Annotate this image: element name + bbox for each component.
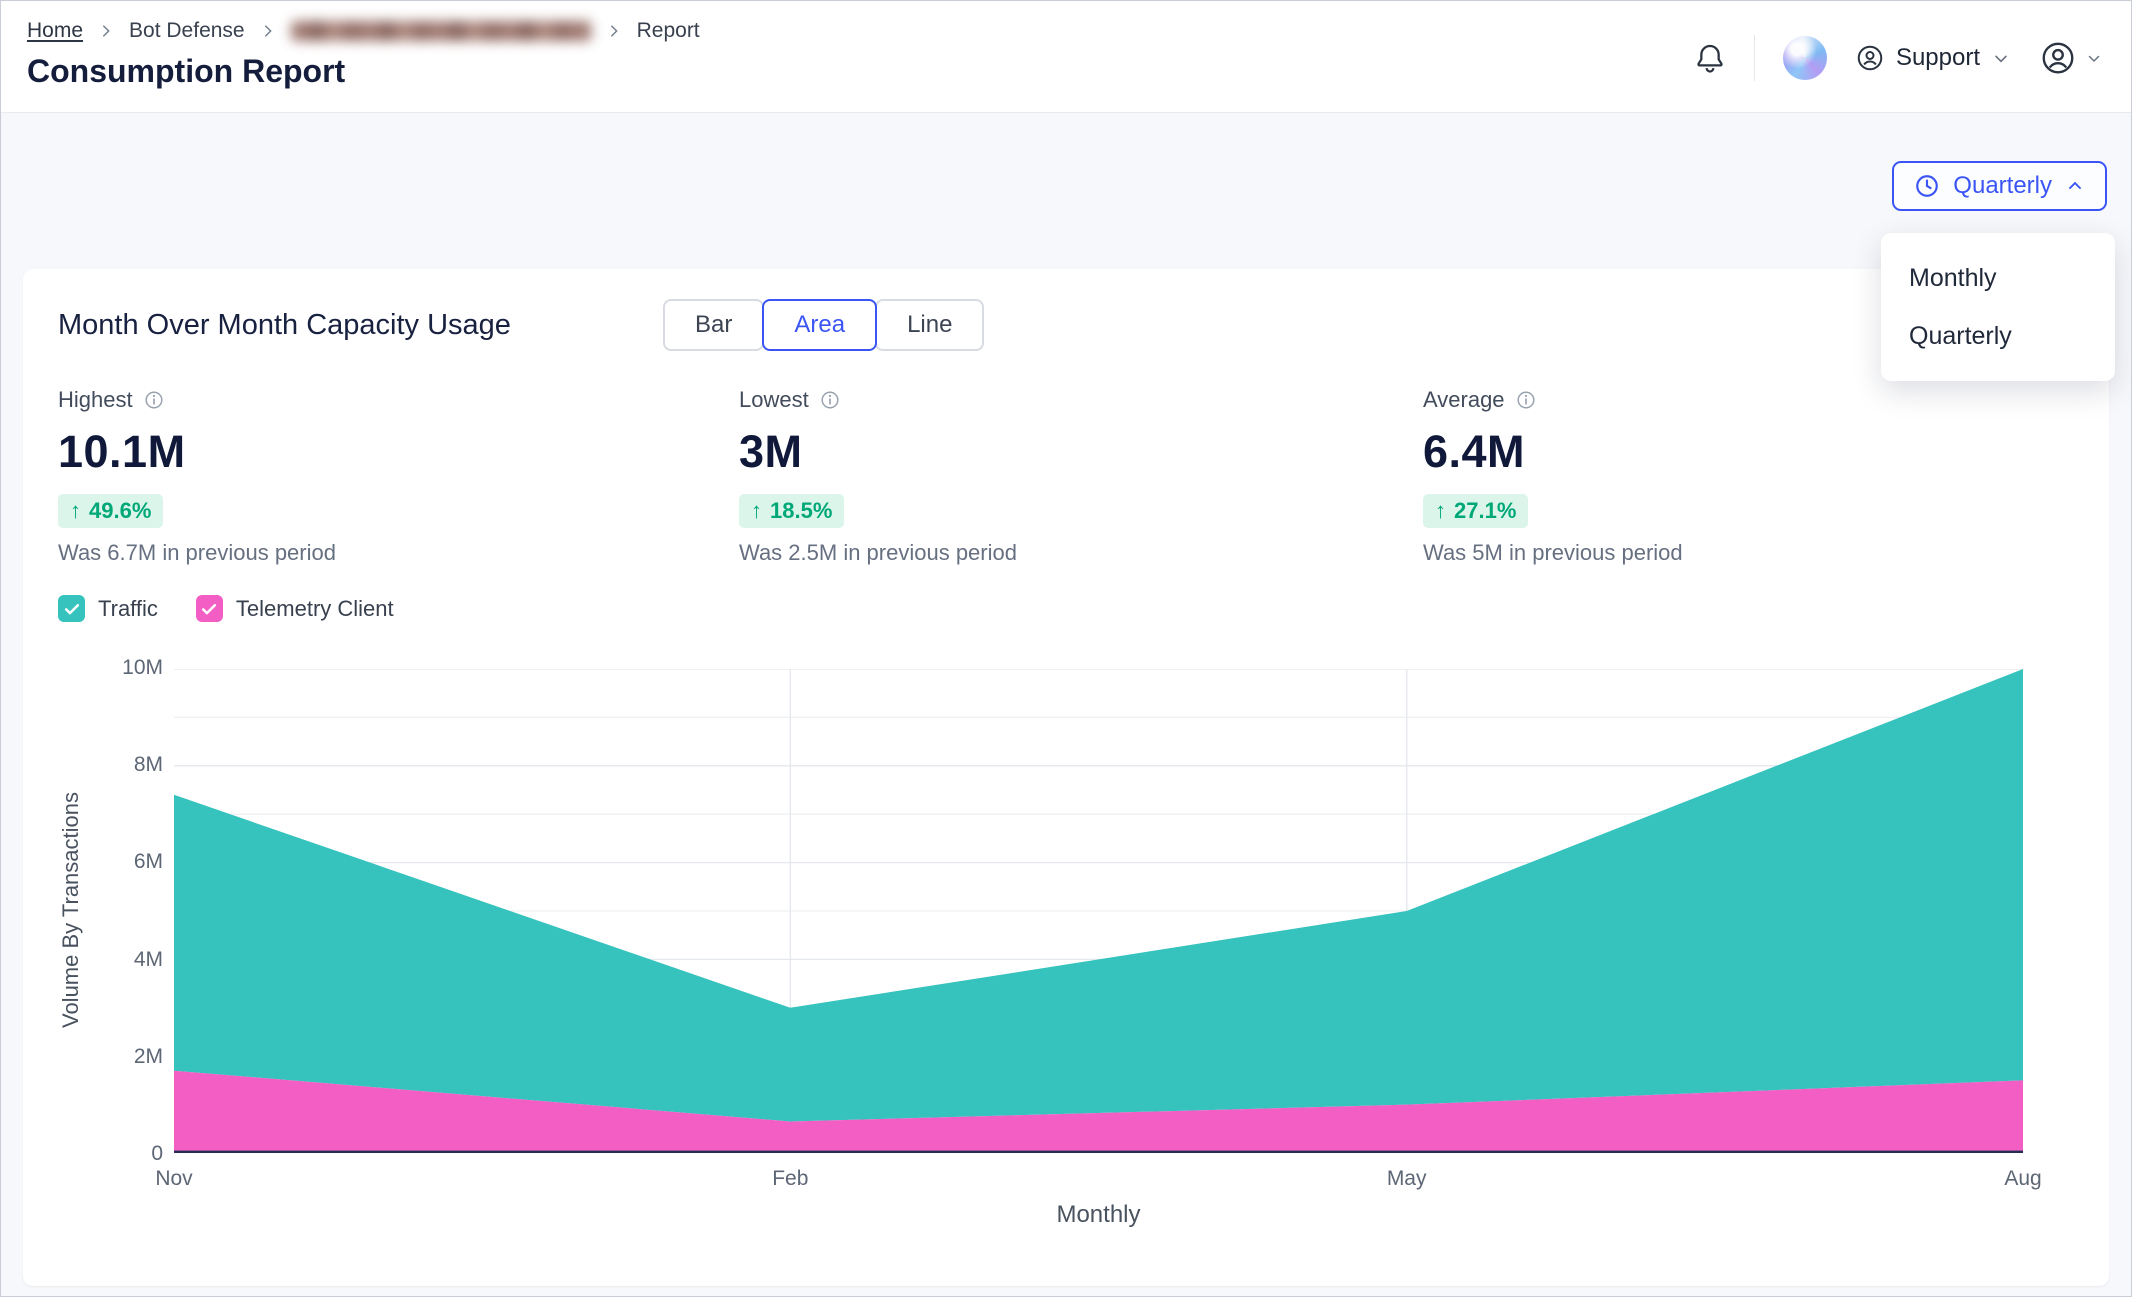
stat-note: Was 6.7M in previous period bbox=[58, 540, 336, 565]
trend-badge: ↑ 49.6% bbox=[58, 494, 164, 528]
breadcrumb-item-home[interactable]: Home bbox=[27, 19, 84, 42]
legend-label: Telemetry Client bbox=[235, 595, 394, 621]
chevron-up-icon bbox=[2065, 176, 2085, 196]
chart-type-area-button[interactable]: Area bbox=[762, 299, 878, 351]
trend-up-icon: ↑ bbox=[70, 498, 81, 523]
stat-lowest: Lowest 3M ↑ 18.5% Was 2.5M in previous pe… bbox=[739, 387, 1169, 566]
breadcrumb-item-bot-defense[interactable]: Bot Defense bbox=[129, 19, 245, 42]
stat-label-row: Average bbox=[1423, 387, 1853, 413]
capacity-area-chart bbox=[174, 669, 2023, 1153]
traffic-checkbox[interactable] bbox=[58, 595, 85, 622]
stat-label-row: Highest bbox=[58, 387, 488, 413]
stat-value: 3M bbox=[739, 426, 803, 477]
account-menu[interactable] bbox=[2039, 39, 2103, 77]
breadcrumb-item-report: Report bbox=[636, 19, 700, 42]
trend-up-icon: ↑ bbox=[1435, 498, 1446, 523]
info-icon[interactable] bbox=[143, 389, 165, 411]
stat-label: Average bbox=[1423, 387, 1505, 412]
chevron-right-icon bbox=[97, 22, 115, 40]
support-menu[interactable]: Support bbox=[1855, 43, 2011, 73]
chevron-down-icon bbox=[2085, 49, 2103, 67]
header-divider bbox=[1753, 35, 1755, 81]
info-icon[interactable] bbox=[819, 389, 841, 411]
legend-item-telemetry-client: Telemetry Client bbox=[195, 595, 394, 622]
chevron-right-icon bbox=[259, 22, 277, 40]
period-selector-button[interactable]: Quarterly bbox=[1892, 161, 2107, 211]
stat-label: Lowest bbox=[739, 387, 809, 412]
support-label: Support bbox=[1895, 44, 1980, 71]
period-option-quarterly[interactable]: Quarterly bbox=[1909, 322, 2012, 350]
trend-badge: ↑ 18.5% bbox=[739, 494, 845, 528]
notification-bell-icon[interactable] bbox=[1694, 42, 1726, 74]
chevron-right-icon bbox=[605, 22, 623, 40]
legend-item-traffic: Traffic bbox=[58, 595, 158, 622]
stat-highest: Highest 10.1M ↑ 49.6% Was 6.7M in previou… bbox=[58, 387, 488, 566]
stat-note: Was 5M in previous period bbox=[1423, 540, 1683, 565]
stat-value: 6.4M bbox=[1423, 426, 1526, 477]
chevron-down-icon bbox=[1991, 48, 2011, 68]
legend-label: Traffic bbox=[98, 595, 158, 621]
clock-icon bbox=[1914, 173, 1940, 199]
user-account-icon bbox=[2039, 39, 2077, 77]
period-option-monthly[interactable]: Monthly bbox=[1909, 264, 1997, 292]
x-axis-ticks: Nov Feb May Aug bbox=[155, 1167, 2042, 1190]
telemetry-client-checkbox[interactable] bbox=[195, 595, 223, 622]
period-selector-menu: Monthly Quarterly bbox=[1881, 233, 2115, 381]
stat-label-row: Lowest bbox=[739, 387, 1169, 413]
series-legend: Traffic Telemetry Client bbox=[58, 595, 394, 622]
chart-type-bar-button[interactable]: Bar bbox=[663, 299, 765, 351]
chart-type-line-button[interactable]: Line bbox=[875, 299, 985, 351]
period-selector-label: Quarterly bbox=[1953, 172, 2052, 199]
trend-up-icon: ↑ bbox=[751, 498, 762, 523]
capacity-usage-card: Month Over Month Capacity Usage Bar Area… bbox=[23, 269, 2109, 1286]
info-icon[interactable] bbox=[1515, 389, 1537, 411]
support-icon bbox=[1855, 43, 1885, 73]
card-title: Month Over Month Capacity Usage bbox=[58, 309, 511, 341]
trend-badge: ↑ 27.1% bbox=[1423, 494, 1529, 528]
page-title: Consumption Report bbox=[27, 53, 346, 89]
breadcrumb: Home Bot Defense Report bbox=[27, 19, 700, 43]
stat-note: Was 2.5M in previous period bbox=[739, 540, 1017, 565]
x-axis-label: Monthly bbox=[1056, 1201, 1141, 1228]
workspace-avatar[interactable] bbox=[1782, 36, 1827, 80]
chart-type-toggle: Bar Area Line bbox=[663, 299, 985, 351]
y-axis-ticks: 10M 8M 6M 4M 2M 0 bbox=[122, 656, 163, 1165]
stat-value: 10.1M bbox=[58, 426, 186, 477]
header-actions: Support bbox=[1694, 27, 2103, 89]
stat-label: Highest bbox=[58, 387, 133, 412]
breadcrumb-item-redacted[interactable] bbox=[290, 21, 591, 41]
top-bar: Home Bot Defense Report Consumption Repo… bbox=[1, 1, 2131, 113]
stat-average: Average 6.4M ↑ 27.1% Was 5M in previous p… bbox=[1423, 387, 1853, 566]
